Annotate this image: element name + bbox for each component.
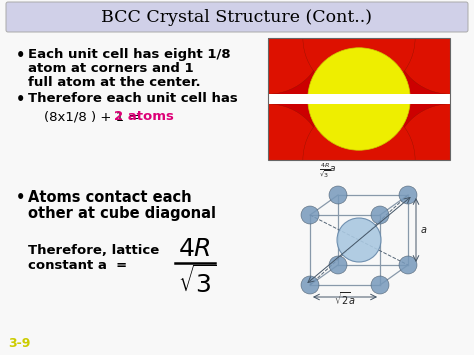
Text: Atoms contact each: Atoms contact each bbox=[28, 190, 191, 205]
Circle shape bbox=[371, 276, 389, 294]
Circle shape bbox=[329, 186, 347, 204]
Bar bbox=[268, 94, 450, 104]
Circle shape bbox=[303, 104, 415, 216]
Circle shape bbox=[394, 104, 474, 216]
Text: Each unit cell has eight 1/8: Each unit cell has eight 1/8 bbox=[28, 48, 231, 61]
Circle shape bbox=[399, 256, 417, 274]
Text: •: • bbox=[16, 92, 26, 107]
Text: 3-9: 3-9 bbox=[8, 337, 30, 350]
Circle shape bbox=[212, 104, 324, 216]
Text: other at cube diagonal: other at cube diagonal bbox=[28, 206, 216, 221]
Circle shape bbox=[337, 218, 381, 262]
Text: 2 atoms: 2 atoms bbox=[114, 110, 174, 123]
Circle shape bbox=[301, 206, 319, 224]
Text: atom at corners and 1: atom at corners and 1 bbox=[28, 62, 193, 75]
Circle shape bbox=[301, 276, 319, 294]
Circle shape bbox=[371, 206, 389, 224]
Text: $a$: $a$ bbox=[420, 225, 428, 235]
Bar bbox=[268, 38, 450, 160]
Text: $\frac{4R}{\sqrt{3}}a$: $\frac{4R}{\sqrt{3}}a$ bbox=[319, 162, 337, 179]
Text: BCC Crystal Structure (Cont..): BCC Crystal Structure (Cont..) bbox=[101, 10, 373, 27]
Bar bbox=[268, 38, 450, 160]
Text: $\sqrt{3}$: $\sqrt{3}$ bbox=[178, 265, 217, 297]
Text: full atom at the center.: full atom at the center. bbox=[28, 76, 201, 89]
Text: $\sqrt{2}a$: $\sqrt{2}a$ bbox=[334, 290, 356, 307]
Bar bbox=[268, 38, 450, 160]
Circle shape bbox=[394, 0, 474, 94]
Text: constant a  =: constant a = bbox=[28, 259, 127, 272]
Circle shape bbox=[308, 48, 410, 150]
Text: (8x1/8 ) + 1 =: (8x1/8 ) + 1 = bbox=[44, 110, 144, 123]
Text: •: • bbox=[16, 48, 26, 63]
Text: Therefore, lattice: Therefore, lattice bbox=[28, 244, 159, 257]
Text: Therefore each unit cell has: Therefore each unit cell has bbox=[28, 92, 238, 105]
Circle shape bbox=[212, 0, 324, 94]
Circle shape bbox=[303, 0, 415, 94]
Text: $4R$: $4R$ bbox=[178, 238, 211, 261]
Circle shape bbox=[329, 256, 347, 274]
Circle shape bbox=[399, 186, 417, 204]
Text: •: • bbox=[16, 190, 26, 205]
FancyBboxPatch shape bbox=[6, 2, 468, 32]
